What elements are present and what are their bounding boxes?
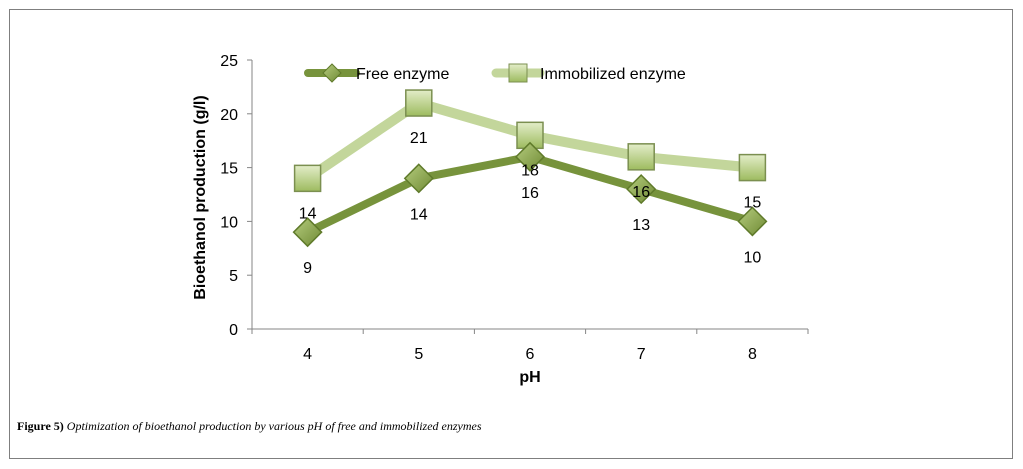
y-tick-label: 5: [229, 268, 238, 285]
axes: 0 5 10 15 20 25 4 5 6 7 8: [220, 53, 809, 363]
y-tick-label: 20: [220, 107, 238, 124]
y-tick-label: 15: [220, 161, 238, 178]
free-enzyme-marker: [514, 141, 546, 172]
immobilized-enzyme-data-label: 21: [410, 130, 428, 147]
x-tick-label: 8: [748, 346, 757, 363]
immobilized-enzyme-marker: [293, 164, 322, 193]
immobilized-enzyme-marker: [738, 153, 767, 182]
y-tick-label: 10: [220, 214, 238, 231]
figure-frame: [9, 9, 1013, 459]
immobilized-enzyme-marker: [627, 143, 655, 171]
immobilized-enzyme-data-label: 18: [521, 162, 539, 179]
free-enzyme-marker: [626, 174, 657, 205]
caption-label: Figure 5): [17, 419, 64, 433]
y-tick-label: 0: [229, 322, 238, 339]
immobilized-enzyme-data-label: 15: [744, 195, 762, 212]
figure-caption: Figure 5) Optimization of bioethanol pro…: [17, 419, 482, 434]
free-enzyme-marker: [403, 163, 434, 194]
data-labels: 14 21 18 16 15 9 14 16 13 10: [299, 130, 762, 277]
caption-text: Optimization of bioethanol production by…: [66, 419, 482, 433]
y-tick-label: 25: [220, 53, 238, 70]
x-tick-label: 5: [414, 346, 423, 363]
legend-free-enzyme-marker: [322, 63, 342, 83]
free-enzyme-data-label: 13: [632, 217, 650, 234]
free-enzyme-data-label: 14: [410, 206, 428, 223]
immobilized-enzyme-marker: [405, 89, 433, 117]
x-axis-label: pH: [519, 369, 540, 386]
free-enzyme-data-label: 16: [521, 185, 539, 202]
x-tick-label: 4: [303, 346, 312, 363]
x-tick-label: 7: [637, 346, 646, 363]
free-enzyme-data-label: 9: [303, 260, 312, 277]
legend: Free enzyme Immobilized enzyme: [304, 63, 686, 83]
x-tick-label: 6: [526, 346, 535, 363]
legend-immobilized-enzyme-label: Immobilized enzyme: [540, 66, 686, 83]
legend-immobilized-enzyme-marker: [508, 63, 528, 83]
series-markers: [292, 89, 768, 248]
free-enzyme-data-label: 10: [744, 249, 762, 266]
free-enzyme-marker: [292, 217, 323, 248]
legend-free-enzyme-label: Free enzyme: [356, 66, 449, 83]
y-axis-label: Bioethanol production (g/l): [192, 95, 209, 299]
free-enzyme-marker: [737, 206, 768, 237]
immobilized-enzyme-data-label: 14: [299, 205, 317, 222]
immobilized-enzyme-data-label: 16: [632, 184, 650, 201]
